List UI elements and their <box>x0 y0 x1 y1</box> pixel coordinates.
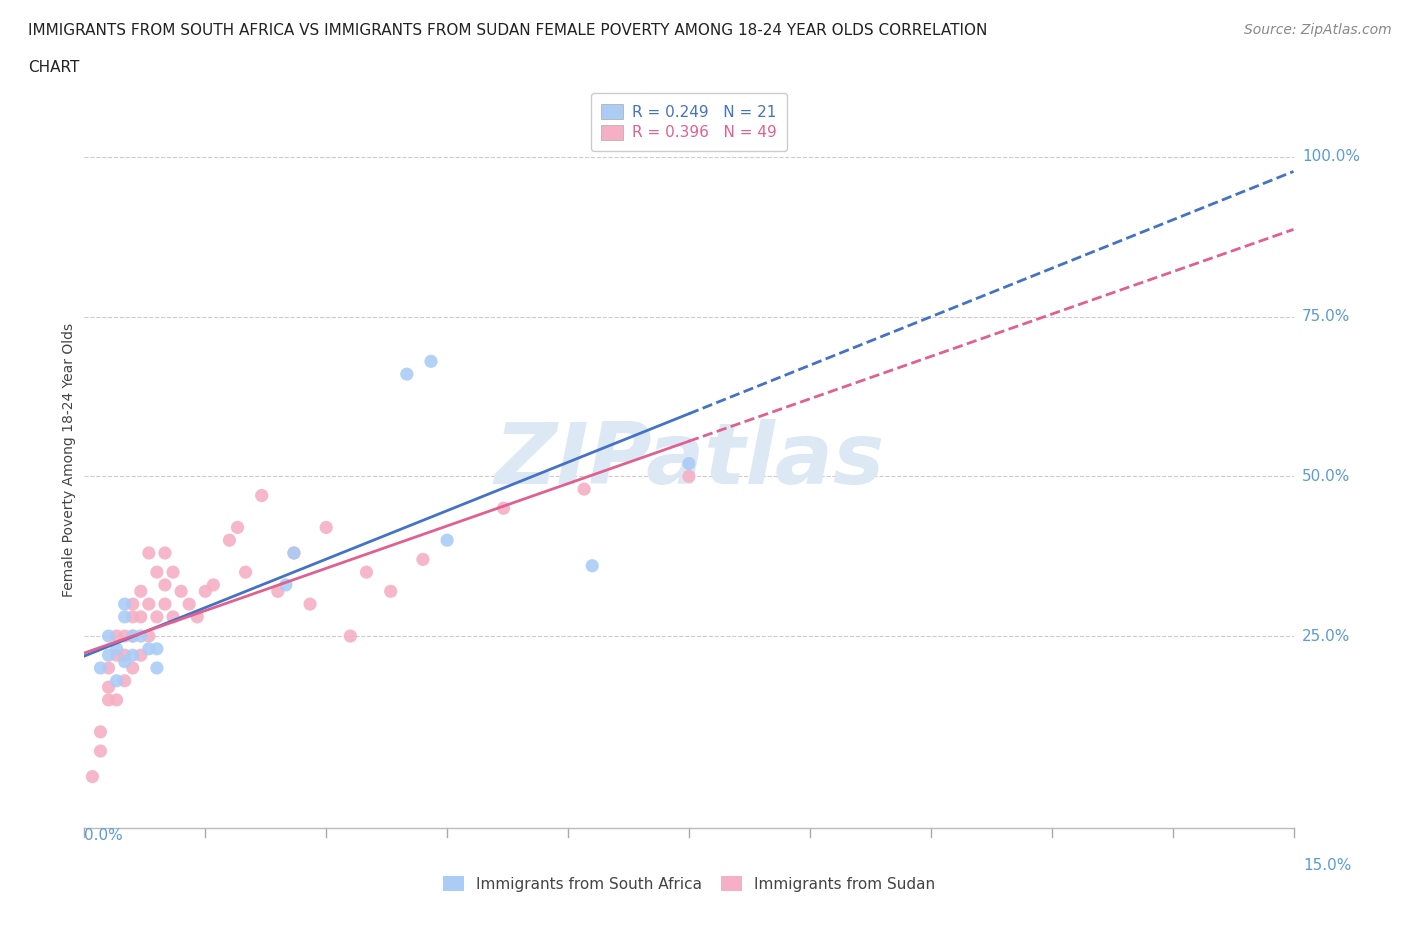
Point <box>283 546 305 561</box>
Point <box>121 648 143 663</box>
Point <box>250 488 273 503</box>
Point <box>105 693 128 708</box>
Text: 0.0%: 0.0% <box>84 828 124 843</box>
Point <box>129 584 152 599</box>
Text: IMMIGRANTS FROM SOUTH AFRICA VS IMMIGRANTS FROM SUDAN FEMALE POVERTY AMONG 18-24: IMMIGRANTS FROM SOUTH AFRICA VS IMMIGRAN… <box>28 23 987 38</box>
Point <box>153 546 176 561</box>
Point <box>105 648 128 663</box>
Point <box>129 609 152 624</box>
Point <box>395 366 418 381</box>
Text: CHART: CHART <box>28 60 80 75</box>
Point <box>138 629 160 644</box>
Point <box>412 551 434 566</box>
Point <box>114 609 136 624</box>
Text: 50.0%: 50.0% <box>1302 469 1350 484</box>
Point <box>82 769 104 784</box>
Point <box>235 565 257 579</box>
Point <box>138 546 160 561</box>
Point <box>97 648 120 663</box>
Point <box>153 597 176 612</box>
Point <box>572 482 595 497</box>
Point <box>114 629 136 644</box>
Text: ZIPatlas: ZIPatlas <box>494 418 884 502</box>
Point <box>89 724 111 739</box>
Point <box>97 629 120 644</box>
Point <box>218 533 240 548</box>
Point <box>89 744 111 759</box>
Y-axis label: Female Poverty Among 18-24 Year Olds: Female Poverty Among 18-24 Year Olds <box>62 324 76 597</box>
Point <box>97 660 120 675</box>
Point <box>267 584 290 599</box>
Point <box>274 578 297 592</box>
Point <box>138 597 160 612</box>
Point <box>146 660 169 675</box>
Point <box>162 609 184 624</box>
Point <box>162 565 184 579</box>
Point <box>129 629 152 644</box>
Point <box>105 629 128 644</box>
Point <box>146 565 169 579</box>
Point <box>121 597 143 612</box>
Point <box>153 578 176 592</box>
Point <box>97 693 120 708</box>
Point <box>105 642 128 657</box>
Point <box>146 642 169 657</box>
Point <box>339 629 361 644</box>
Point <box>194 584 217 599</box>
Legend: Immigrants from South Africa, Immigrants from Sudan: Immigrants from South Africa, Immigrants… <box>433 867 945 901</box>
Point <box>299 597 322 612</box>
Point <box>179 597 201 612</box>
Point <box>129 648 152 663</box>
Point <box>186 609 208 624</box>
Point <box>105 673 128 688</box>
Text: 75.0%: 75.0% <box>1302 309 1350 324</box>
Point <box>114 597 136 612</box>
Point <box>121 629 143 644</box>
Point <box>315 520 337 535</box>
Point <box>380 584 402 599</box>
Point <box>436 533 458 548</box>
Point <box>89 660 111 675</box>
Text: 100.0%: 100.0% <box>1302 150 1360 165</box>
Point <box>114 673 136 688</box>
Point <box>97 680 120 695</box>
Point <box>492 501 515 516</box>
Point <box>581 558 603 573</box>
Point <box>114 654 136 669</box>
Point <box>226 520 249 535</box>
Point <box>420 354 443 369</box>
Point <box>146 609 169 624</box>
Text: Source: ZipAtlas.com: Source: ZipAtlas.com <box>1244 23 1392 37</box>
Point <box>121 609 143 624</box>
Point <box>678 469 700 484</box>
Point <box>678 456 700 471</box>
Point <box>114 648 136 663</box>
Text: 25.0%: 25.0% <box>1302 629 1350 644</box>
Point <box>138 642 160 657</box>
Point <box>121 629 143 644</box>
Point <box>283 546 305 561</box>
Point <box>121 660 143 675</box>
Text: 15.0%: 15.0% <box>1303 858 1351 873</box>
Point <box>202 578 225 592</box>
Point <box>170 584 193 599</box>
Point <box>356 565 378 579</box>
